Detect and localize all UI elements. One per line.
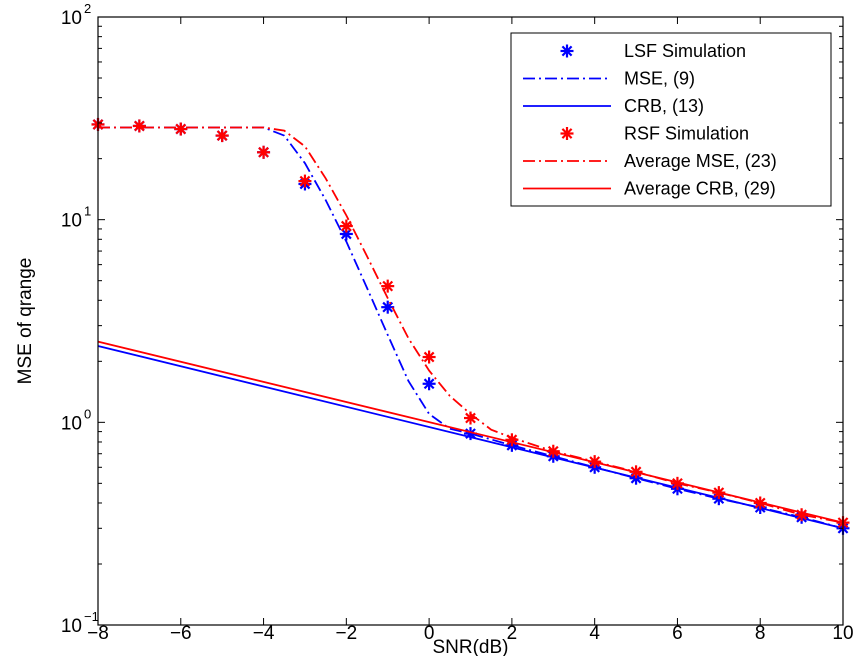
x-tick-label-4: 0	[424, 623, 435, 644]
y-tick-exponent-3: 2	[84, 1, 91, 16]
series-4	[98, 126, 844, 524]
series-0-point-7	[381, 300, 395, 314]
x-axis-label: SNR(dB)	[432, 637, 508, 656]
series-3-point-1	[132, 119, 146, 133]
y-tick-label-3: 10	[61, 8, 82, 29]
legend-label-2: CRB, (13)	[624, 96, 704, 116]
series-layer	[91, 117, 850, 535]
series-3-point-4	[257, 145, 271, 159]
y-tick-label-1: 10	[61, 413, 82, 434]
x-tick-label-9: 10	[832, 623, 853, 644]
series-3-point-2	[174, 122, 188, 136]
y-axis-label: MSE of qrange	[15, 258, 36, 385]
y-tick-label-0: 10	[61, 616, 82, 637]
legend-label-5: Average CRB, (29)	[624, 179, 776, 199]
series-0-point-8	[422, 377, 436, 391]
legend: LSF Simulation MSE, (9) CRB, (13) RSF Simul…	[510, 32, 832, 207]
y-tick-label-2: 10	[61, 211, 82, 232]
legend-box	[510, 32, 832, 207]
y-tick-exponent-0: −1	[84, 609, 99, 624]
x-tick-label-2: −4	[253, 623, 275, 644]
y-tick-exponent-2: 1	[84, 204, 91, 219]
legend-label-0: LSF Simulation	[624, 41, 746, 61]
legend-marker-3	[560, 127, 574, 140]
x-tick-label-8: 8	[755, 623, 766, 644]
legend-label-3: RSF Simulation	[624, 124, 749, 144]
series-3-point-5	[298, 174, 312, 188]
legend-marker-0	[560, 44, 574, 58]
axes	[97, 16, 844, 626]
series-4-line	[98, 126, 844, 524]
legend-label-4: Average MSE, (23)	[624, 151, 777, 171]
series-3-point-8	[422, 350, 436, 364]
x-tick-label-1: −6	[170, 623, 192, 644]
x-tick-label-5: 2	[507, 623, 518, 644]
y-tick-exponent-1: 0	[84, 406, 91, 421]
series-3-point-6	[339, 219, 353, 233]
series-5	[97, 340, 844, 524]
x-tick-label-3: −2	[335, 623, 357, 644]
x-tick-label-7: 6	[672, 623, 683, 644]
x-ticks: −8 −6 −4 −2 0 2 4 6 8 10	[87, 17, 854, 644]
series-3-point-3	[215, 129, 229, 143]
x-tick-label-0: −8	[87, 623, 109, 644]
x-tick-label-6: 4	[589, 623, 600, 644]
series-3-point-7	[381, 279, 395, 293]
series-5-line	[97, 340, 844, 524]
axes-box	[97, 16, 844, 626]
legend-label-1: MSE, (9)	[624, 69, 695, 89]
